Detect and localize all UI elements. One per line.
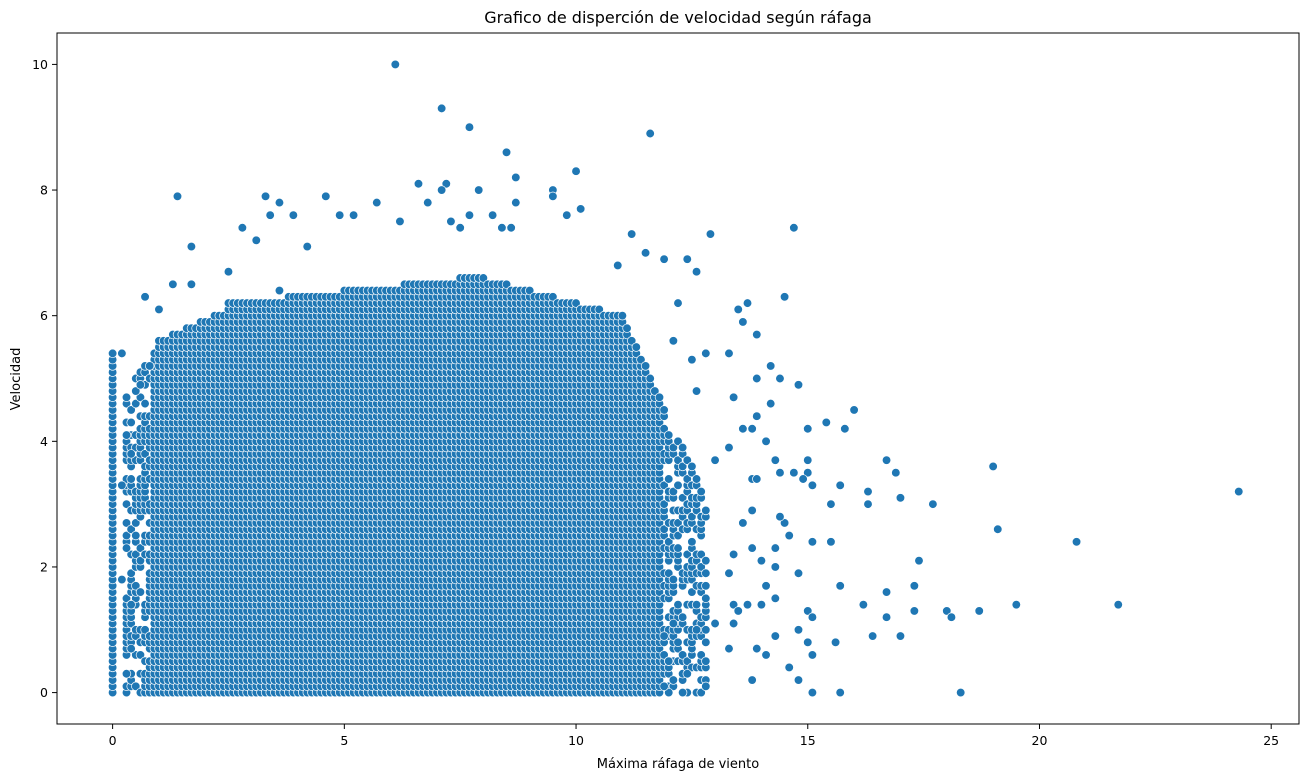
data-point	[131, 398, 141, 409]
data-point	[135, 650, 146, 660]
data-point	[131, 518, 141, 528]
data-point	[135, 556, 146, 566]
data-point	[135, 392, 146, 403]
data-point	[131, 549, 141, 560]
chart-title: Grafico de disperción de velocidad según…	[484, 8, 872, 27]
data-point	[140, 398, 150, 409]
data-point	[140, 625, 150, 635]
data-point	[131, 581, 141, 591]
data-point	[126, 524, 136, 534]
data-point	[121, 593, 132, 604]
data-point	[121, 392, 132, 403]
data-point	[126, 405, 136, 415]
data-point	[121, 530, 132, 541]
data-point	[135, 587, 146, 597]
data-point	[131, 681, 141, 691]
data-point	[126, 474, 136, 484]
data-point	[140, 449, 150, 459]
data-point	[135, 543, 146, 553]
points-layer	[107, 59, 1244, 698]
data-point	[131, 530, 141, 541]
data-point	[121, 518, 132, 528]
data-point	[126, 568, 136, 578]
data-point	[107, 348, 118, 359]
data-point	[126, 417, 136, 428]
data-point	[121, 499, 132, 509]
